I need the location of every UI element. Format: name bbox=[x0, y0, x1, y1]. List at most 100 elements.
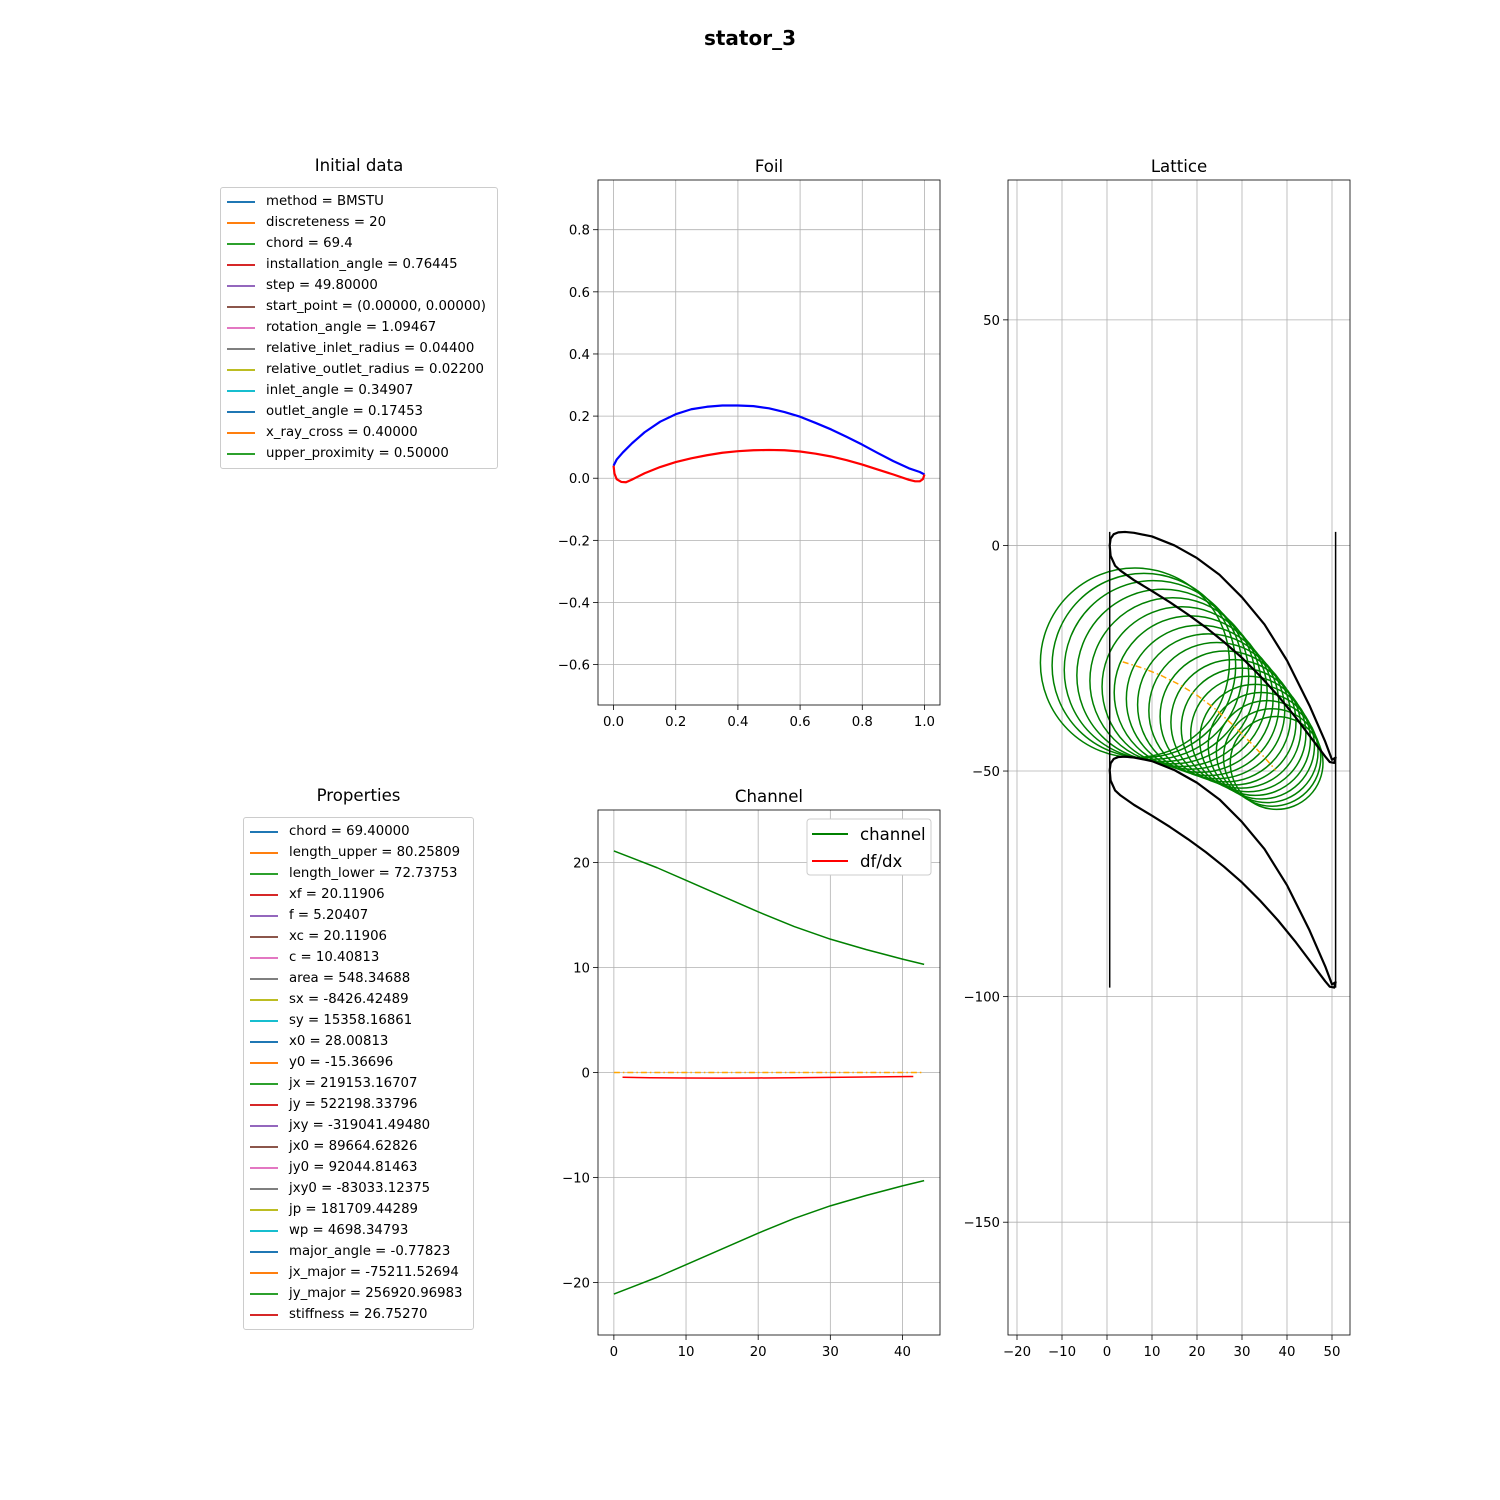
properties-label: chord = 69.40000 bbox=[289, 824, 410, 839]
properties-swatch bbox=[250, 1061, 278, 1064]
initial-data-title: Initial data bbox=[314, 156, 404, 175]
initial-data-entry: outlet_angle = 0.17453 bbox=[227, 401, 491, 422]
properties-label: f = 5.20407 bbox=[289, 908, 369, 923]
properties-label: jy0 = 92044.81463 bbox=[289, 1160, 418, 1175]
properties-label: sy = 15358.16861 bbox=[289, 1013, 413, 1028]
properties-swatch bbox=[250, 1187, 278, 1190]
properties-entry: jx_major = -75211.52694 bbox=[250, 1262, 467, 1283]
foil-ytick-label: −0.6 bbox=[558, 659, 590, 674]
properties-entry: chord = 69.40000 bbox=[250, 821, 467, 842]
initial-data-swatch bbox=[227, 347, 255, 350]
initial-data-swatch bbox=[227, 452, 255, 455]
properties-label: sx = -8426.42489 bbox=[289, 992, 409, 1007]
foil-xtick-label: 0.8 bbox=[852, 715, 873, 730]
initial-data-entry: upper_proximity = 0.50000 bbox=[227, 443, 491, 464]
foil-xtick-label: 0.0 bbox=[603, 715, 624, 730]
initial-data-label: method = BMSTU bbox=[266, 194, 384, 209]
initial-data-label: rotation_angle = 1.09467 bbox=[266, 320, 437, 335]
properties-entry: jy_major = 256920.96983 bbox=[250, 1283, 467, 1304]
properties-swatch bbox=[250, 893, 278, 896]
initial-data-swatch bbox=[227, 305, 255, 308]
lattice-xtick-label: 30 bbox=[1234, 1345, 1251, 1360]
initial-data-entry: inlet_angle = 0.34907 bbox=[227, 380, 491, 401]
lattice-xtick-label: 10 bbox=[1144, 1345, 1161, 1360]
lattice-circle bbox=[1101, 606, 1263, 768]
properties-swatch bbox=[250, 1250, 278, 1253]
properties-swatch bbox=[250, 998, 278, 1001]
properties-swatch bbox=[250, 1019, 278, 1022]
lattice-title: Lattice bbox=[1151, 157, 1207, 176]
initial-data-label: chord = 69.4 bbox=[266, 236, 353, 251]
properties-label: length_upper = 80.25809 bbox=[289, 845, 461, 860]
initial-data-label: step = 49.80000 bbox=[266, 278, 378, 293]
properties-label: c = 10.40813 bbox=[289, 950, 380, 965]
channel-legend-label: df/dx bbox=[860, 852, 902, 871]
foil-ytick-label: 0.6 bbox=[569, 286, 590, 301]
properties-entry: jy0 = 92044.81463 bbox=[250, 1157, 467, 1178]
lattice-circle bbox=[1189, 675, 1307, 793]
initial-data-swatch bbox=[227, 389, 255, 392]
properties-swatch bbox=[250, 1229, 278, 1232]
properties-label: y0 = -15.36696 bbox=[289, 1055, 394, 1070]
initial-data-entry: installation_angle = 0.76445 bbox=[227, 254, 491, 275]
properties-swatch bbox=[250, 1124, 278, 1127]
properties-label: jx_major = -75211.52694 bbox=[289, 1265, 459, 1280]
initial-data-label: relative_outlet_radius = 0.02200 bbox=[266, 362, 485, 377]
lattice-circle bbox=[1215, 699, 1319, 804]
properties-label: major_angle = -0.77823 bbox=[289, 1244, 451, 1259]
foil-xtick-label: 0.4 bbox=[727, 715, 748, 730]
properties-entry: jx0 = 89664.62826 bbox=[250, 1136, 467, 1157]
lattice-midline bbox=[1122, 661, 1277, 771]
initial-data-entry: discreteness = 20 bbox=[227, 212, 491, 233]
initial-data-label: inlet_angle = 0.34907 bbox=[266, 383, 414, 398]
properties-swatch bbox=[250, 914, 278, 917]
foil-xtick-label: 0.6 bbox=[790, 715, 811, 730]
properties-label: jy = 522198.33796 bbox=[289, 1097, 418, 1112]
channel-legend: channel df/dx bbox=[806, 818, 932, 876]
channel-axes: 0 10 20 30 40 −20 −10 0 10 20 Channel channel df/dx bbox=[562, 787, 941, 1360]
foil-ytick-label: 0.4 bbox=[569, 348, 590, 363]
channel-ytick-label: −10 bbox=[562, 1172, 590, 1187]
foil-ytick-label: 0.0 bbox=[569, 472, 590, 487]
channel-ytick-label: 0 bbox=[582, 1067, 590, 1082]
channel-xtick-label: 0 bbox=[610, 1345, 618, 1360]
lattice-circle bbox=[1180, 667, 1302, 789]
lattice-xtick-label: 0 bbox=[1103, 1345, 1111, 1360]
properties-entry: length_upper = 80.25809 bbox=[250, 842, 467, 863]
foil-ytick-label: −0.2 bbox=[558, 534, 590, 549]
foil-series-line bbox=[612, 448, 926, 484]
properties-label: jp = 181709.44289 bbox=[289, 1202, 419, 1217]
properties-entry: f = 5.20407 bbox=[250, 905, 467, 926]
lattice-circle bbox=[1089, 597, 1257, 765]
initial-data-label: discreteness = 20 bbox=[266, 215, 387, 230]
channel-series-line bbox=[613, 850, 925, 966]
properties-swatch bbox=[250, 1313, 278, 1316]
lattice-circle bbox=[1222, 708, 1322, 807]
properties-entry: jp = 181709.44289 bbox=[250, 1199, 467, 1220]
initial-data-label: start_point = (0.00000, 0.00000) bbox=[266, 299, 486, 314]
lattice-circle bbox=[1170, 658, 1297, 786]
properties-label: jxy0 = -83033.12375 bbox=[289, 1181, 431, 1196]
initial-data-label: installation_angle = 0.76445 bbox=[266, 257, 458, 272]
foil-ytick-label: −0.4 bbox=[558, 596, 590, 611]
properties-swatch bbox=[250, 1082, 278, 1085]
channel-legend-label: channel bbox=[860, 825, 926, 844]
initial-data-label: upper_proximity = 0.50000 bbox=[266, 446, 449, 461]
lattice-circle bbox=[1076, 588, 1250, 763]
initial-data-entry: chord = 69.4 bbox=[227, 233, 491, 254]
properties-swatch bbox=[250, 1040, 278, 1043]
initial-data-swatch bbox=[227, 242, 255, 245]
initial-data-swatch bbox=[227, 326, 255, 329]
lattice-xtick-label: −20 bbox=[1003, 1345, 1031, 1360]
properties-swatch bbox=[250, 872, 278, 875]
foil-frame bbox=[597, 179, 941, 706]
foil-axes: 0.0 0.2 0.4 0.6 0.8 1.0 −0.6 −0.4 −0.2 0.0 0.2 0.4 0… bbox=[558, 157, 941, 730]
figure-title: stator_3 bbox=[703, 26, 797, 50]
properties-swatch bbox=[250, 1208, 278, 1211]
initial-data-entry: rotation_angle = 1.09467 bbox=[227, 317, 491, 338]
lattice-ytick-label: 0 bbox=[992, 539, 1000, 554]
initial-data-label: relative_inlet_radius = 0.04400 bbox=[266, 341, 475, 356]
initial-data-label: outlet_angle = 0.17453 bbox=[266, 404, 423, 419]
channel-ytick-label: 10 bbox=[573, 962, 590, 977]
